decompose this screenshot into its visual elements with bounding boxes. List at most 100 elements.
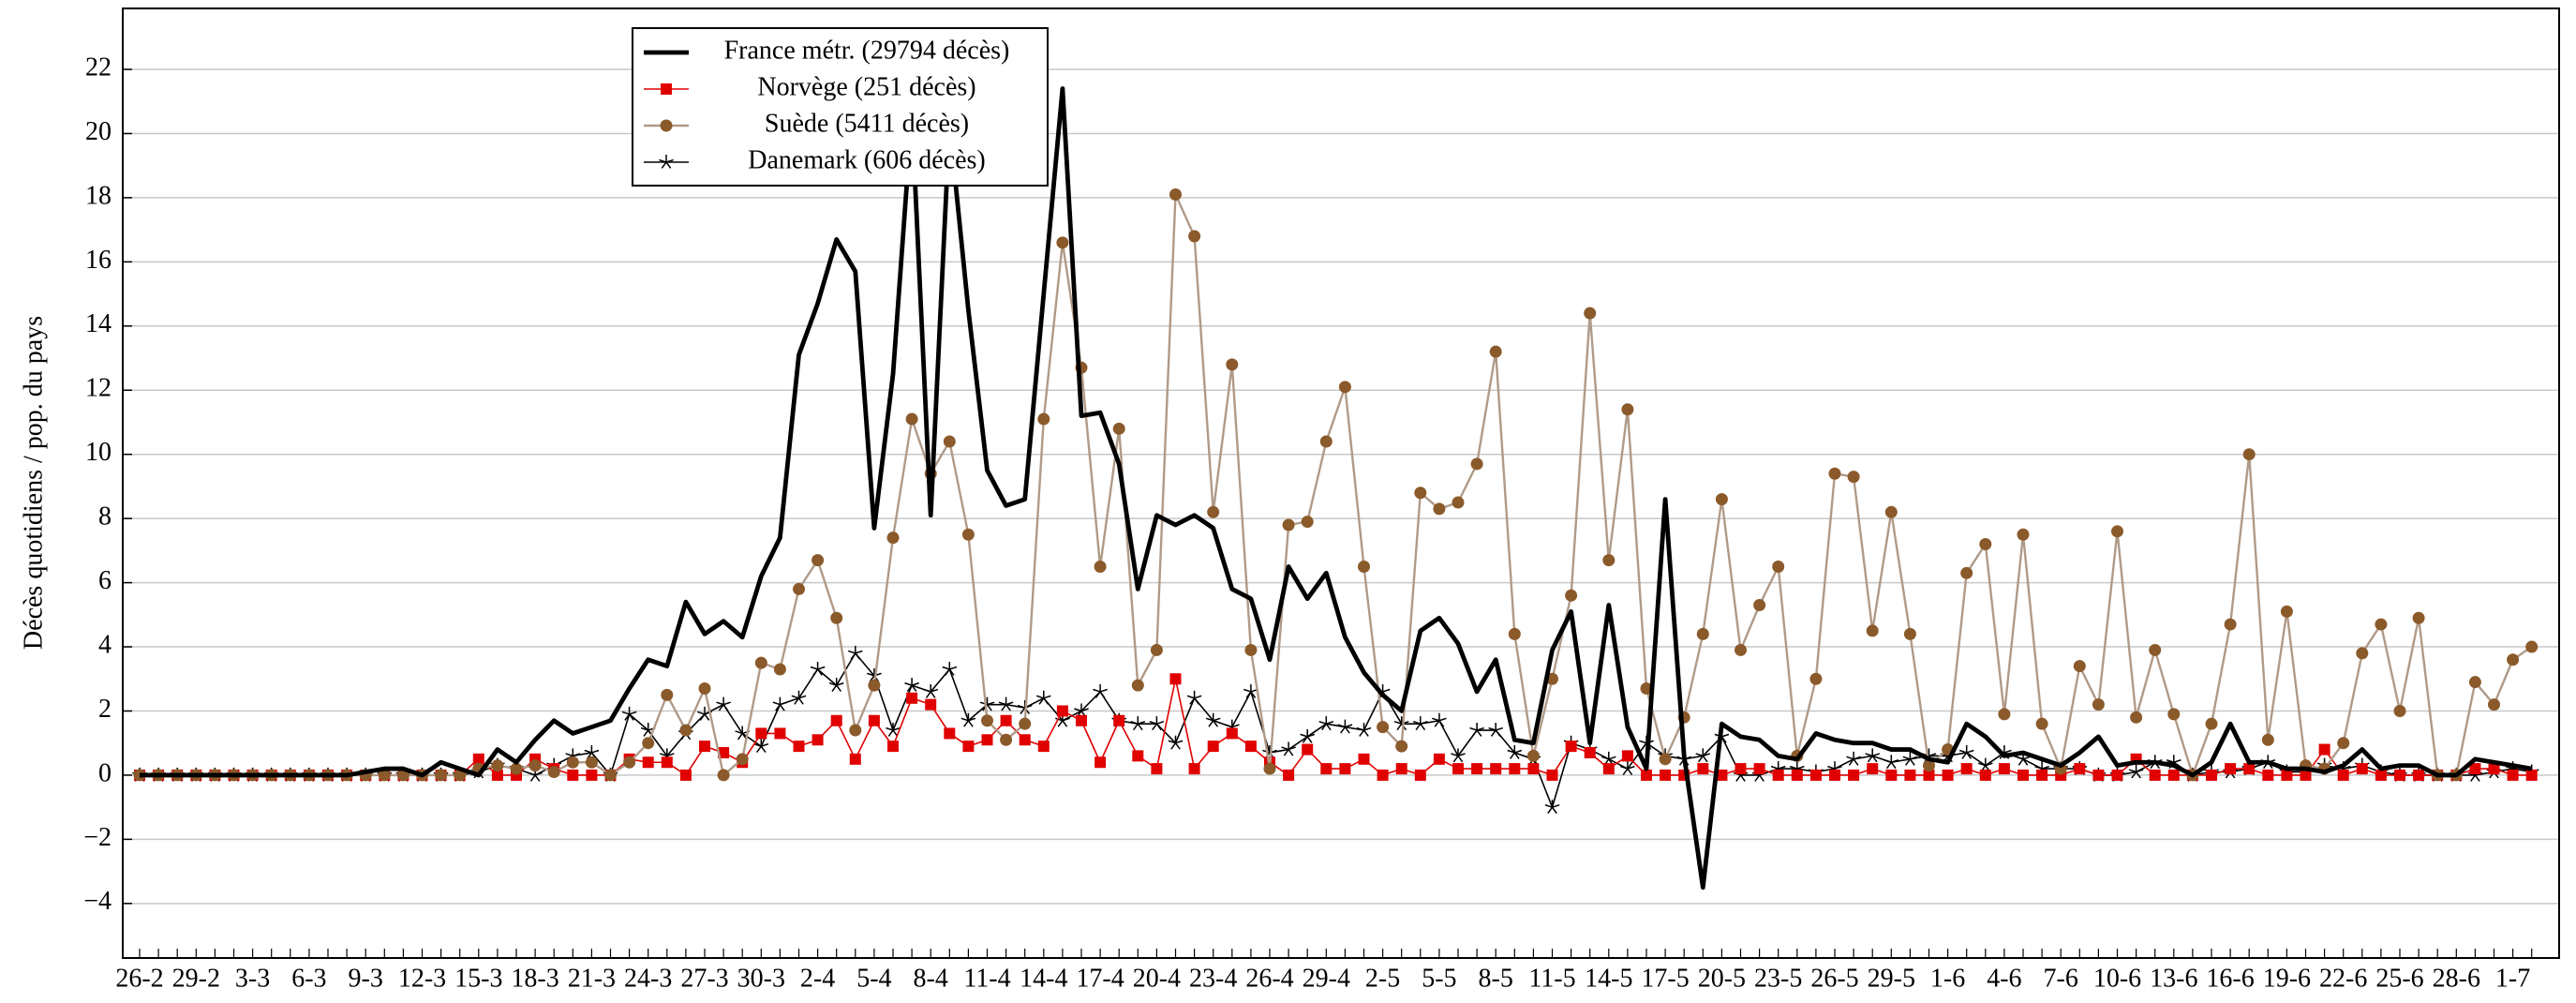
marker — [585, 756, 598, 769]
marker — [755, 727, 767, 740]
x-tick-label: 13-6 — [2150, 964, 2197, 993]
x-tick-label: 15-3 — [454, 964, 502, 993]
marker — [1979, 769, 1991, 781]
marker — [1337, 719, 1353, 734]
x-tick-label: 26-5 — [1810, 964, 1858, 993]
marker — [1998, 763, 2010, 775]
marker — [2262, 769, 2274, 781]
marker — [2243, 763, 2256, 775]
marker — [2073, 660, 2086, 673]
marker — [1076, 714, 1087, 726]
marker — [642, 737, 655, 750]
marker — [2206, 769, 2217, 781]
marker — [2074, 763, 2086, 775]
marker — [1093, 683, 1108, 698]
marker — [1489, 345, 1502, 358]
marker — [736, 753, 749, 766]
marker — [1151, 763, 1163, 775]
marker — [1846, 751, 1861, 766]
marker — [2393, 704, 2406, 717]
x-tick-label: 14-4 — [1020, 964, 1067, 993]
marker — [1527, 763, 1540, 775]
marker — [1113, 714, 1125, 726]
x-tick-label: 22-6 — [2319, 964, 2367, 993]
x-tick-label: 21-3 — [568, 964, 616, 993]
marker — [1282, 518, 1295, 531]
marker — [773, 663, 786, 676]
x-tick-label: 19-6 — [2263, 964, 2311, 993]
marker — [1903, 627, 1916, 640]
marker — [1470, 457, 1483, 471]
marker — [642, 756, 654, 769]
marker — [1490, 763, 1502, 775]
marker — [1112, 422, 1125, 435]
marker — [1169, 187, 1182, 201]
marker — [849, 724, 862, 737]
marker — [962, 741, 975, 753]
x-tick-label: 29-2 — [172, 964, 220, 993]
marker — [753, 739, 769, 754]
marker — [1056, 705, 1068, 717]
marker — [1735, 763, 1747, 775]
marker — [943, 435, 956, 448]
marker — [1902, 751, 1918, 766]
marker — [2525, 769, 2538, 781]
y-tick-label: 20 — [85, 117, 112, 146]
marker — [942, 661, 958, 676]
x-tick-label: 17-5 — [1641, 964, 1689, 993]
marker — [699, 741, 710, 753]
marker — [1544, 800, 1560, 815]
marker — [1094, 560, 1107, 573]
marker — [961, 528, 975, 541]
marker — [660, 119, 673, 132]
marker — [2017, 528, 2030, 541]
marker — [2128, 764, 2144, 779]
y-tick-label: 0 — [98, 758, 112, 787]
marker — [679, 769, 692, 781]
marker — [1601, 751, 1616, 766]
marker — [697, 706, 712, 721]
marker — [1828, 467, 1841, 480]
marker — [1565, 741, 1577, 753]
marker — [905, 412, 918, 426]
marker — [604, 769, 617, 782]
marker — [810, 661, 826, 676]
x-tick-label: 10-6 — [2093, 964, 2141, 993]
marker — [2469, 763, 2481, 775]
legend-label: France métr. (29794 décès) — [724, 36, 1010, 65]
marker — [1979, 538, 1992, 551]
marker — [1885, 769, 1898, 781]
marker — [1320, 763, 1333, 775]
marker — [1960, 763, 1973, 775]
series-line — [140, 193, 2533, 777]
marker — [510, 762, 523, 775]
x-tick-label: 27-3 — [680, 964, 728, 993]
marker — [1584, 307, 1597, 320]
marker — [886, 723, 901, 737]
marker — [1621, 750, 1633, 762]
y-tick-label: −4 — [83, 887, 112, 916]
marker — [2167, 708, 2181, 721]
marker — [2468, 676, 2481, 689]
plot-frame — [122, 7, 2560, 959]
marker — [378, 769, 391, 782]
x-tick-label: 25-6 — [2375, 964, 2423, 993]
marker — [1715, 493, 1728, 506]
marker — [1884, 505, 1898, 518]
marker — [1565, 589, 1578, 602]
x-tick-label: 3-3 — [235, 964, 270, 993]
marker — [1395, 763, 1407, 775]
marker — [981, 714, 993, 727]
x-tick-label: 8-5 — [1479, 964, 1513, 993]
marker — [2036, 769, 2048, 781]
x-tick-label: 4-6 — [1987, 964, 2021, 993]
marker — [1414, 769, 1426, 781]
marker — [1753, 763, 1765, 775]
marker — [1188, 230, 1201, 243]
x-tick-label: 7-6 — [2044, 964, 2078, 993]
y-tick-label: 12 — [85, 374, 112, 403]
marker — [1035, 690, 1051, 705]
marker — [717, 769, 730, 782]
series-line — [140, 86, 2533, 891]
marker — [679, 724, 692, 737]
